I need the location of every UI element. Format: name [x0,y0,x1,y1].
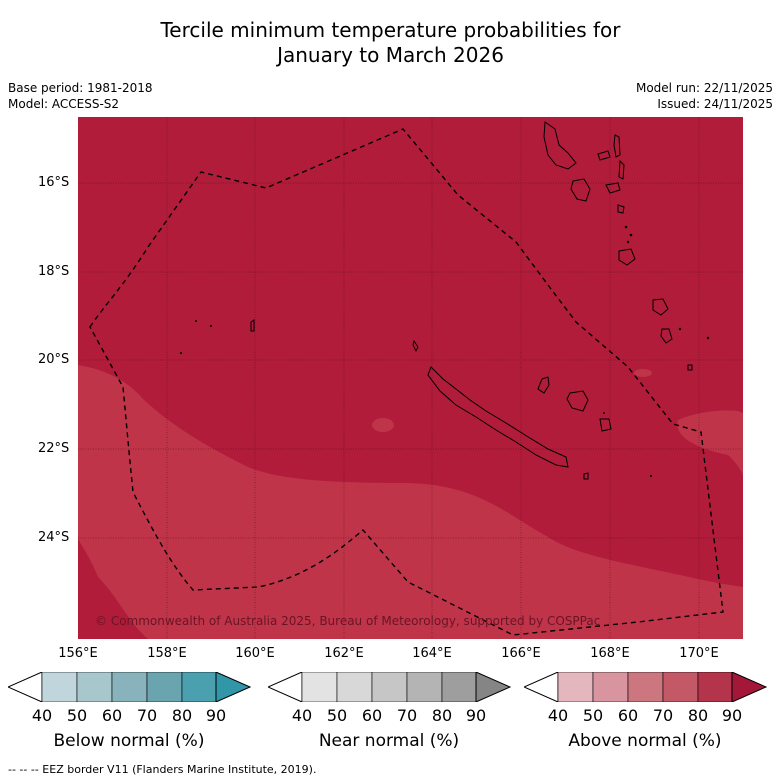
efate-island [618,248,636,266]
ambae-island [597,150,611,161]
ouvea-island [537,376,550,394]
lon-label-160e: 160°E [235,646,275,661]
lon-label-156e: 156°E [58,646,98,661]
above-tick-70: 70 [652,706,674,725]
lon-label-168e: 168°E [590,646,630,661]
zone-70-80-patch-2 [634,369,652,377]
colorbar-lower-arrow [268,672,303,702]
vanuatu-islets [179,225,710,478]
lat-label-16s: 16°S [38,175,70,190]
aneityum-island [687,364,693,371]
colorbar-lower-arrow [524,672,559,702]
colorbar-segment-60-70 [627,672,664,702]
below-tick-60: 60 [101,706,123,725]
lifou-island [566,390,589,412]
above-tick-80: 80 [687,706,709,725]
base-period: Base period: 1981-2018 [8,81,153,95]
near-tick-70: 70 [396,706,418,725]
colorbar-upper-arrow [475,672,511,702]
probability-map: © Commonwealth of Australia 2025, Bureau… [78,117,743,639]
chart-title: Tercile minimum temperature probabilitie… [0,18,781,68]
zone-70-80-east [677,410,743,475]
espiritu-santo-island [543,121,577,170]
model-run: Model run: 22/11/2025 [635,81,773,95]
above-tick-90: 90 [721,706,743,725]
walpole-island [583,472,589,480]
below-normal-label: Below normal (%) [53,731,205,751]
near-tick-50: 50 [326,706,348,725]
pentecost-island [618,159,625,180]
above-normal-label: Above normal (%) [568,731,722,751]
malekula-island [570,178,591,202]
near-tick-60: 60 [361,706,383,725]
lon-label-158e: 158°E [147,646,187,661]
near-normal-label: Near normal (%) [318,731,460,751]
colorbar-segment-50-60 [76,672,113,702]
lat-label-22s: 22°S [38,441,70,456]
colorbar-segment-40-50 [301,672,338,702]
colorbar-segment-80-90 [441,672,477,702]
colorbar-lower-arrow [8,672,43,702]
ambrym-island [605,182,621,194]
above-tick-40: 40 [547,706,569,725]
model-name: Model: ACCESS-S2 [8,97,120,111]
colorbar-segment-80-90 [181,672,217,702]
belep-islet [412,339,419,353]
colorbar-segment-50-60 [592,672,629,702]
colorbar-segment-70-80 [406,672,443,702]
issued-date: Issued: 24/11/2025 [657,97,773,111]
colorbar-segment-40-50 [41,672,78,702]
colorbar-segment-50-60 [336,672,373,702]
meta-right: Model run: 22/11/2025 Issued: 24/11/2025 [636,80,773,112]
below-normal-colorbar [8,672,251,702]
eez-footnote: -- -- -- EEZ border V11 (Flanders Marine… [8,763,317,776]
colorbar-upper-arrow [731,672,767,702]
epi-island [617,204,625,214]
zone-70-80-band [78,365,743,639]
colorbar-segment-80-90 [697,672,733,702]
below-tick-40: 40 [31,706,53,725]
lat-label-18s: 18°S [38,264,70,279]
lat-label-24s: 24°S [38,530,70,545]
near-normal-colorbar [268,672,511,702]
tanna-island [660,328,673,344]
eez-border [89,128,724,636]
colorbar-upper-arrow [215,672,251,702]
below-tick-50: 50 [66,706,88,725]
new-caledonia-island [427,366,569,468]
lon-label-170e: 170°E [679,646,719,661]
lon-label-162e: 162°E [324,646,364,661]
above-tick-50: 50 [582,706,604,725]
above-tick-60: 60 [617,706,639,725]
copyright-notice: © Commonwealth of Australia 2025, Bureau… [95,614,600,628]
lon-label-166e: 166°E [501,646,541,661]
title-line-1: Tercile minimum temperature probabilitie… [160,18,621,42]
colorbar-segment-60-70 [111,672,148,702]
colorbar-segment-70-80 [146,672,183,702]
near-tick-80: 80 [431,706,453,725]
lon-label-164e: 164°E [412,646,452,661]
near-tick-90: 90 [465,706,487,725]
zone-70-80-patch-1 [372,418,394,432]
maewo-island [613,134,621,158]
mare-island [599,418,612,432]
above-normal-colorbar [524,672,767,702]
title-line-2: January to March 2026 [277,43,504,67]
below-tick-70: 70 [136,706,158,725]
colorbar-segment-60-70 [371,672,408,702]
below-tick-80: 80 [171,706,193,725]
rennell-island [250,319,255,332]
lat-label-20s: 20°S [38,352,70,367]
meta-left: Base period: 1981-2018 Model: ACCESS-S2 [8,80,153,112]
below-tick-90: 90 [205,706,227,725]
graticule [78,117,743,639]
erromango-island [652,298,669,316]
near-tick-40: 40 [291,706,313,725]
colorbar-segment-70-80 [662,672,699,702]
colorbar-segment-40-50 [557,672,594,702]
